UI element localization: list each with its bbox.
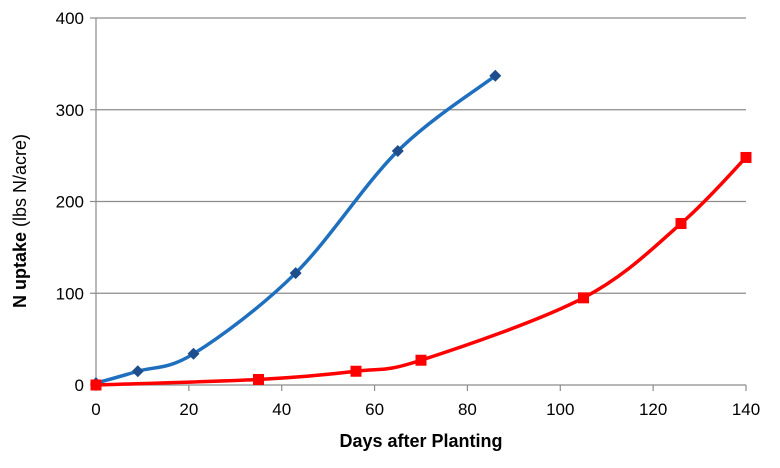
x-tick-label: 20 xyxy=(179,400,198,419)
series-1-point xyxy=(131,365,144,378)
y-tick-label: 0 xyxy=(75,376,84,395)
x-tick-label: 120 xyxy=(639,400,667,419)
y-tick-label: 200 xyxy=(56,193,84,212)
y-axis-title: N uptake (lbs N/acre) xyxy=(10,134,30,308)
series-1-group xyxy=(90,69,502,390)
series-2-point xyxy=(90,379,102,391)
y-axis-title-main: N uptake xyxy=(10,232,30,308)
y-tick-label: 100 xyxy=(56,284,84,303)
x-tick-label: 80 xyxy=(458,400,477,419)
series-2-point xyxy=(415,354,427,366)
x-tick-label: 0 xyxy=(91,400,100,419)
series-1-point xyxy=(489,69,502,82)
y-tick-label: 300 xyxy=(56,101,84,120)
axes xyxy=(90,17,747,391)
series-1-line xyxy=(94,74,498,385)
series-2-group xyxy=(90,151,752,391)
series-1-point xyxy=(289,267,302,280)
series-2-point xyxy=(675,218,687,230)
series-1-point xyxy=(187,347,200,360)
series-2-point xyxy=(578,292,589,304)
series-2-point xyxy=(350,365,362,377)
x-axis-title: Days after Planting xyxy=(339,431,502,451)
x-tick-label: 40 xyxy=(272,400,291,419)
data-series xyxy=(90,69,752,391)
x-tick-label: 60 xyxy=(365,400,384,419)
y-axis-title-unit: (lbs N/acre) xyxy=(10,134,30,232)
x-tick-label: 100 xyxy=(546,400,574,419)
x-tick-label: 140 xyxy=(732,400,760,419)
series-2-point xyxy=(740,151,752,163)
gridlines xyxy=(96,17,746,294)
tick-labels: 0 100 200 300 400 0 20 40 60 80 100 120 140 xyxy=(56,9,761,419)
series-1-point xyxy=(391,145,404,158)
y-tick-label: 400 xyxy=(56,9,84,28)
series-2-point xyxy=(253,373,264,385)
